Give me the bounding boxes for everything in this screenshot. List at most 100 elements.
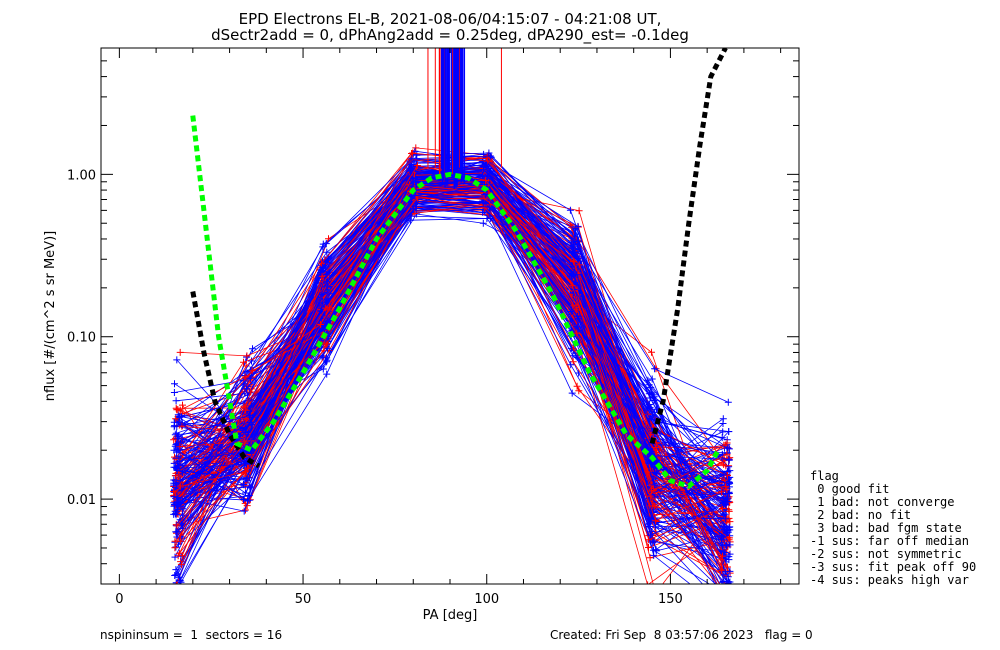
data-point — [724, 398, 732, 406]
data-point — [241, 439, 249, 447]
data-point — [483, 157, 491, 165]
data-point — [485, 149, 493, 157]
data-point — [652, 517, 660, 525]
spectrum-line — [179, 189, 730, 536]
data-curves — [170, 48, 734, 614]
data-point — [318, 259, 326, 267]
data-point — [240, 480, 247, 488]
data-point — [179, 421, 186, 429]
spectrum-line — [173, 192, 726, 553]
data-point — [243, 385, 250, 393]
spectrum-line — [177, 178, 729, 578]
data-point — [177, 482, 185, 490]
data-point — [568, 389, 576, 397]
legend-entry: 0 good fit — [810, 482, 890, 496]
data-point — [574, 241, 582, 249]
data-point — [247, 374, 254, 382]
data-point — [719, 585, 726, 592]
data-point — [726, 480, 734, 488]
y-tick-label: 0.10 — [67, 331, 96, 346]
data-point — [172, 415, 180, 423]
data-point — [174, 432, 181, 440]
data-point — [725, 507, 733, 515]
data-point — [724, 475, 732, 483]
data-point — [323, 248, 331, 256]
data-point — [321, 314, 329, 322]
data-point — [566, 206, 574, 214]
data-point — [719, 589, 726, 596]
data-point — [177, 503, 185, 511]
data-point — [172, 528, 180, 536]
green-fit-curve — [190, 115, 721, 489]
data-point — [172, 566, 180, 574]
data-point — [721, 583, 723, 584]
data-point — [483, 161, 491, 169]
data-point — [648, 487, 655, 495]
data-point — [726, 578, 734, 584]
chart-subtitle: dSectr2add = 0, dPhAng2add = 0.25deg, dP… — [211, 26, 689, 45]
data-point — [651, 365, 659, 373]
data-point — [177, 552, 185, 560]
data-point — [726, 534, 733, 542]
data-point — [721, 510, 729, 518]
data-point — [486, 180, 494, 188]
data-point — [244, 492, 252, 500]
black-fit-left — [190, 291, 261, 469]
data-point — [723, 596, 730, 603]
data-point — [646, 554, 654, 562]
data-point — [243, 352, 251, 360]
data-point — [720, 493, 728, 501]
data-point — [479, 166, 487, 174]
data-point — [725, 523, 733, 531]
data-point — [413, 151, 421, 159]
data-point — [726, 596, 733, 603]
data-point — [408, 155, 416, 163]
data-point — [177, 537, 185, 545]
data-point — [651, 502, 659, 510]
footer-right: Created: Fri Sep 8 03:57:06 2023 flag = … — [550, 628, 813, 642]
data-point — [722, 462, 730, 470]
data-point — [248, 357, 255, 365]
data-point — [724, 607, 731, 614]
data-point — [242, 406, 250, 414]
data-point — [241, 373, 249, 381]
legend-entry: -3 sus: fit peak off 90 — [810, 560, 977, 574]
axes: 0 50 100 150 0.01 0.10 1.00 — [67, 47, 799, 607]
data-point — [481, 204, 489, 212]
data-point — [724, 563, 731, 571]
data-point — [647, 531, 654, 539]
data-point — [571, 225, 579, 233]
data-point — [240, 358, 247, 366]
data-point — [318, 272, 326, 280]
data-point — [170, 436, 178, 444]
data-point — [722, 483, 730, 491]
data-point — [176, 412, 184, 420]
y-axis-label: nflux [#/(cm^2 s sr MeV)] — [43, 231, 58, 401]
data-point — [176, 577, 184, 584]
data-point — [482, 177, 490, 184]
x-tick-label: 50 — [295, 592, 312, 607]
data-point — [717, 556, 725, 564]
data-point — [719, 420, 727, 427]
data-point — [725, 490, 733, 497]
spectrum-line — [179, 184, 730, 539]
data-point — [645, 544, 652, 551]
data-point — [322, 240, 330, 248]
data-point — [719, 552, 726, 560]
data-point — [570, 258, 578, 266]
y-tick-label: 0.01 — [67, 493, 96, 508]
x-tick-label: 0 — [115, 592, 123, 607]
data-point — [723, 450, 731, 458]
data-point — [322, 270, 330, 278]
data-point — [177, 560, 185, 568]
data-point — [652, 458, 660, 466]
data-point — [645, 381, 653, 389]
data-point — [170, 510, 178, 518]
data-point — [479, 219, 487, 227]
data-point — [572, 352, 580, 360]
data-point — [725, 428, 733, 435]
data-point — [644, 402, 652, 410]
data-point — [173, 493, 181, 501]
data-point — [176, 406, 184, 414]
data-point — [413, 162, 421, 169]
